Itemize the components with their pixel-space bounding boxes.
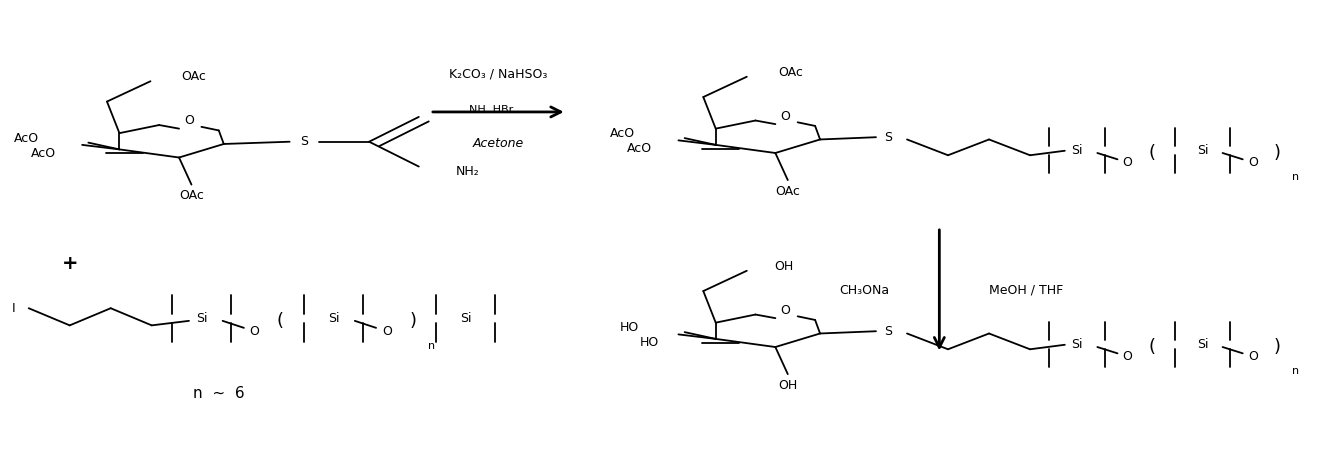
Text: (: (: [1148, 144, 1155, 162]
Text: (: (: [277, 312, 284, 330]
Text: NH₂: NH₂: [457, 164, 480, 178]
Text: OAc: OAc: [182, 70, 206, 83]
Text: AcO: AcO: [610, 127, 635, 140]
Text: S: S: [884, 325, 892, 338]
Text: n  ~  6: n ~ 6: [193, 386, 244, 401]
Text: Si: Si: [1072, 144, 1082, 157]
Text: O: O: [1122, 350, 1133, 364]
Text: Si: Si: [1072, 338, 1082, 351]
Text: Acetone: Acetone: [473, 137, 524, 150]
Text: n: n: [428, 341, 436, 351]
Text: O: O: [183, 114, 194, 128]
Text: HO: HO: [639, 336, 659, 350]
Text: O: O: [1122, 157, 1133, 169]
Text: HO: HO: [619, 321, 639, 334]
Text: O: O: [780, 304, 791, 317]
Text: AcO: AcO: [627, 143, 652, 155]
Text: ): ): [1274, 338, 1280, 356]
Text: K₂CO₃ / NaHSO₃: K₂CO₃ / NaHSO₃: [449, 67, 548, 80]
Text: Si: Si: [195, 312, 207, 325]
Text: Si: Si: [459, 312, 471, 325]
Text: +: +: [62, 254, 78, 272]
Text: O: O: [381, 325, 392, 338]
Text: I: I: [12, 302, 15, 315]
Text: OH: OH: [779, 379, 797, 392]
Text: O: O: [249, 325, 260, 338]
Text: OAc: OAc: [777, 66, 803, 79]
Text: CH₃ONa: CH₃ONa: [840, 284, 890, 296]
Text: (: (: [1148, 338, 1155, 356]
Text: OAc: OAc: [775, 185, 800, 198]
Text: S: S: [301, 135, 309, 148]
Text: O: O: [1247, 350, 1258, 364]
Text: AcO: AcO: [13, 132, 38, 145]
Text: MeOH / THF: MeOH / THF: [989, 284, 1064, 296]
Text: O: O: [1247, 157, 1258, 169]
Text: Si: Si: [327, 312, 339, 325]
Text: OH: OH: [775, 260, 793, 273]
Text: ): ): [409, 312, 416, 330]
Text: AcO: AcO: [30, 147, 55, 160]
Text: NH. HBr: NH. HBr: [469, 105, 512, 115]
Text: S: S: [884, 131, 892, 144]
Text: Si: Si: [1197, 338, 1208, 351]
Text: n: n: [1292, 172, 1299, 182]
Text: ): ): [1274, 144, 1280, 162]
Text: OAc: OAc: [180, 189, 203, 202]
Text: Si: Si: [1197, 144, 1208, 157]
Text: n: n: [1292, 366, 1299, 376]
Text: O: O: [780, 110, 791, 123]
